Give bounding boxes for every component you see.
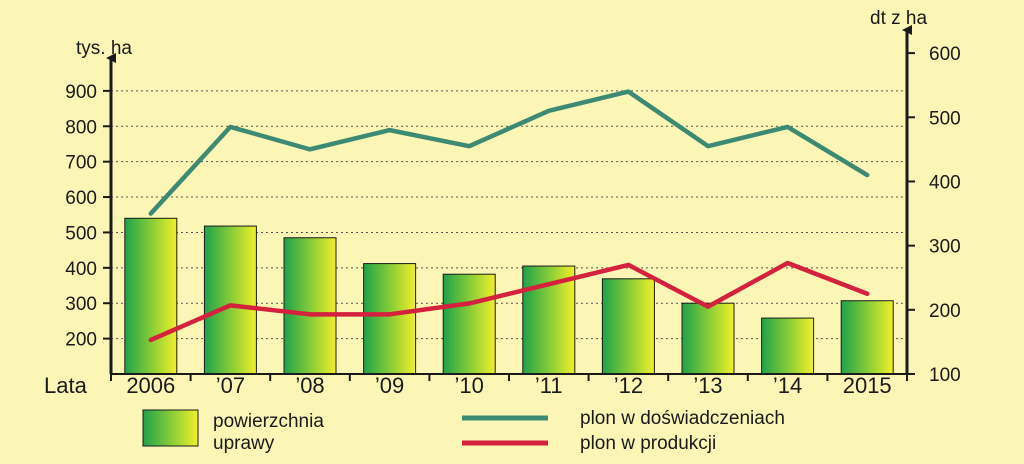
legend: powierzchnia uprawy plon w doświadczenia…	[142, 408, 785, 454]
x-tick-label: 2015	[843, 373, 892, 398]
x-tick-label: ’10	[455, 373, 484, 398]
axes: 200 300 400 500 600 700 800 900 100 200 300 400 500 6…	[65, 25, 961, 398]
left-tick-label: 800	[65, 117, 97, 138]
x-tick-label: ’12	[614, 373, 643, 398]
bar-3	[363, 263, 417, 375]
x-tick-label: ’13	[693, 373, 722, 398]
left-tick-label: 700	[65, 153, 97, 174]
x-tick-label: ’09	[375, 373, 404, 398]
right-tick-label: 100	[929, 365, 961, 386]
left-tick-label: 500	[65, 223, 97, 244]
bar-8	[761, 317, 815, 375]
line-production	[148, 260, 870, 343]
right-tick-label: 600	[929, 44, 961, 65]
legend-label-experiment: plon w doświadczeniach	[580, 408, 785, 429]
legend-swatch-bar	[142, 409, 199, 447]
x-tick-label: ’14	[773, 373, 802, 398]
bar-0	[124, 217, 178, 375]
line-experiment	[148, 89, 870, 216]
left-tick-label: 900	[65, 82, 97, 103]
bar-4	[442, 273, 496, 375]
x-axis-prefix: Lata	[44, 373, 88, 398]
left-tick-label: 400	[65, 259, 97, 280]
bar-9	[840, 300, 894, 375]
legend-label-bar-line1: powierzchnia	[213, 411, 324, 432]
right-tick-label: 300	[929, 237, 961, 258]
left-tick-label: 300	[65, 294, 97, 315]
bar-series-powierzchnia	[124, 217, 894, 375]
x-tick-label: ’08	[295, 373, 324, 398]
x-tick-label: ’07	[216, 373, 245, 398]
left-tick-label: 600	[65, 188, 97, 209]
left-axis-unit: tys. ha	[76, 38, 132, 59]
bar-6	[601, 278, 655, 375]
x-tick-label: 2006	[126, 373, 175, 398]
left-tick-label: 200	[65, 330, 97, 351]
right-tick-label: 500	[929, 108, 961, 129]
x-tick-label: ’11	[535, 373, 563, 398]
right-axis-unit: dt z ha	[870, 8, 927, 29]
right-tick-label: 200	[929, 301, 961, 322]
bar-7	[681, 302, 735, 375]
line-series	[148, 89, 870, 343]
right-tick-label: 400	[929, 172, 961, 193]
bar-1	[203, 225, 257, 375]
bar-2	[283, 237, 337, 375]
legend-label-bar-line2: uprawy	[213, 433, 275, 454]
legend-label-production: plon w produkcji	[580, 433, 716, 454]
